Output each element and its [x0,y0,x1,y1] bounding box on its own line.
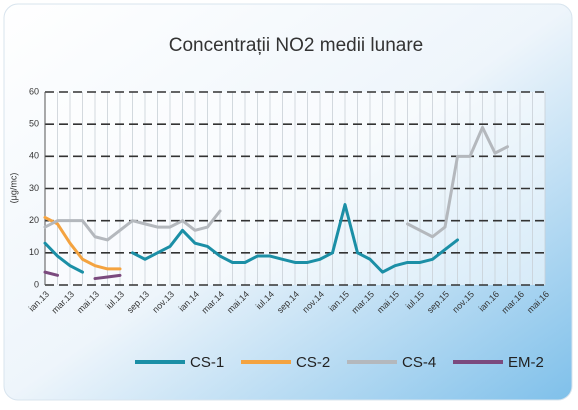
legend-label: CS-1 [190,354,224,371]
chart-title: Concentrații NO2 medii lunare [169,35,424,56]
y-tick-label: 60 [29,86,39,96]
legend-label: CS-2 [296,354,330,371]
series-line [43,125,509,242]
y-tick-label: 40 [29,151,39,161]
y-tick-label: 30 [29,183,39,193]
y-tick-label: 50 [29,119,39,129]
legend-label: EM-2 [508,354,544,371]
series-line [43,270,122,281]
y-tick-label: 20 [29,215,39,225]
series-line [43,203,459,274]
y-tick-label: 0 [34,279,39,289]
y-tick-label: 10 [29,247,39,257]
legend-label: CS-4 [402,354,436,371]
y-axis-label: (μg/mc) [8,173,18,204]
series-line [43,215,122,271]
